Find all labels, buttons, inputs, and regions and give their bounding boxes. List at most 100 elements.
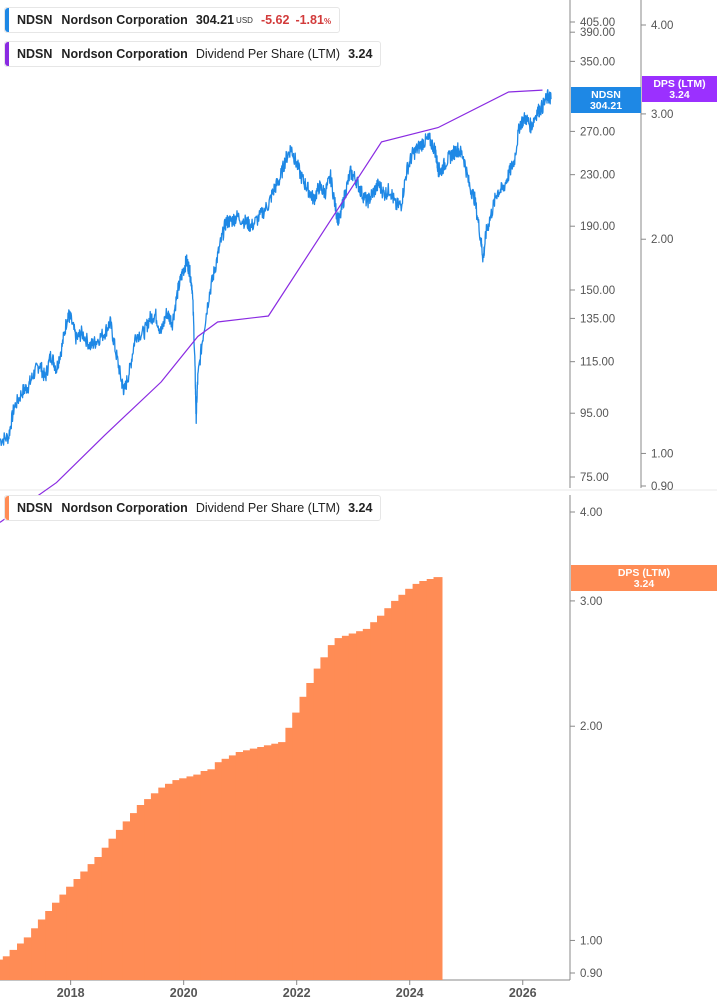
dps-bottom-axis-label: 2.00 [580,721,602,733]
dps-bar [263,745,273,980]
dps-bar [341,635,351,980]
dps-bar [313,668,323,980]
dps-bar [235,752,245,980]
dps-bottom-axis-label: 1.00 [580,935,602,947]
dps-bar [306,683,316,980]
dps-bar [362,628,372,980]
dps-bar [377,615,386,980]
dps-top-badge-line1: DPS (LTM) [653,78,705,90]
price-axis-label: 190.00 [580,221,615,233]
dps-bar [94,857,104,980]
dps-bottom-legend[interactable]: NDSN Nordson Corporation Dividend Per Sh… [4,495,382,521]
price-axis-label: 150.00 [580,285,615,297]
dps-bar [278,742,288,980]
price-axis-label: 405.00 [580,17,615,29]
dps-bar [158,787,168,980]
price-legend-change: -5.62 [260,13,290,27]
dps-bottom-legend-metric: Dividend Per Share (LTM) [195,501,341,515]
dps-bar [165,783,174,980]
dps-top-badge-line2: 3.24 [669,89,690,101]
dps-bar [9,949,19,980]
dps-bar [23,937,33,980]
dps-bar [45,911,55,980]
dps-bar [80,871,90,980]
price-series-line [0,89,552,447]
dps-bar [405,588,415,980]
dps-bar [271,743,281,980]
dps-top-legend-value: 3.24 [348,47,373,61]
time-axis-label: 2026 [509,986,537,1000]
price-legend-ticker: NDSN [17,13,53,27]
time-axis-label: 2018 [57,986,85,1000]
price-legend-value: 304.21 [195,13,235,27]
dps-bar [426,579,436,980]
dps-bar [87,864,97,980]
dps-top-legend-company: Nordson Corporation [61,47,188,61]
price-axis-label: 115.00 [580,357,614,369]
dps-top-legend[interactable]: NDSN Nordson Corporation Dividend Per Sh… [4,41,382,67]
dps-top-badge-bg [642,76,717,102]
dps-bar [370,622,380,980]
dps-bar [412,583,422,980]
dps-top-axis-label: 4.00 [651,20,673,32]
dps-bar [384,608,394,980]
dps-bottom-badge: DPS (LTM)3.24 [571,565,717,591]
price-axis-label: 270.00 [580,126,615,138]
dps-bar [433,577,443,980]
dps-bar [150,793,160,980]
dps-bar [115,829,125,980]
dps-bottom-axis-label: 4.00 [580,507,602,519]
dps-bar [73,879,83,980]
price-axis-label: 230.00 [580,170,615,182]
dps-bar [200,771,210,980]
dps-bar [2,956,12,980]
dps-bar [243,750,252,980]
dps-bar [221,758,231,980]
dps-bar [257,747,267,980]
time-axis-label: 2022 [283,986,311,1000]
price-badge-bg [571,87,641,113]
price-legend-company: Nordson Corporation [61,13,188,27]
dps-bar [37,919,47,980]
dps-bar [207,769,217,980]
dps-bar [327,645,337,980]
dps-bar [136,805,146,980]
dps-bar [144,799,154,980]
time-axis-label: 2024 [396,986,424,1000]
price-legend-change-pct: -1.81% [295,13,332,27]
price-badge-line2: 304.21 [590,100,622,112]
dps-bottom-axis-label: 0.90 [580,968,602,980]
dps-bar [101,847,111,980]
price-axis-label: 95.00 [580,408,609,420]
dps-bar [285,727,295,980]
dps-bar [0,959,5,980]
dps-top-axis-label: 1.00 [651,448,673,460]
dps-series-line [0,89,543,523]
dps-bottom-legend-company: Nordson Corporation [61,501,188,515]
dps-bottom-badge-line1: DPS (LTM) [618,567,670,579]
dps-bar [391,600,401,980]
dps-bar [214,762,224,980]
dps-bar [299,696,309,980]
dps-bar [398,594,408,980]
dps-bar [59,894,69,980]
dps-bar [172,780,182,980]
dps-bottom-legend-color [5,496,9,520]
dps-bar [17,943,26,980]
dps-bar [179,778,189,980]
price-legend[interactable]: NDSN Nordson Corporation 304.21 USD -5.6… [4,7,341,33]
dps-bar [348,633,358,980]
dps-bar [122,821,132,980]
dps-bar [356,631,366,980]
dps-top-legend-ticker: NDSN [17,47,53,61]
dps-bottom-badge-line2: 3.24 [634,578,655,590]
dps-bar [108,838,118,980]
price-axis-label: 390.00 [580,27,615,39]
dps-top-axis-label: 3.00 [651,109,673,121]
dps-bar [292,712,302,980]
dps-bar [52,902,61,980]
dps-top-badge: DPS (LTM)3.24 [642,76,717,102]
dps-bottom-legend-ticker: NDSN [17,501,53,515]
